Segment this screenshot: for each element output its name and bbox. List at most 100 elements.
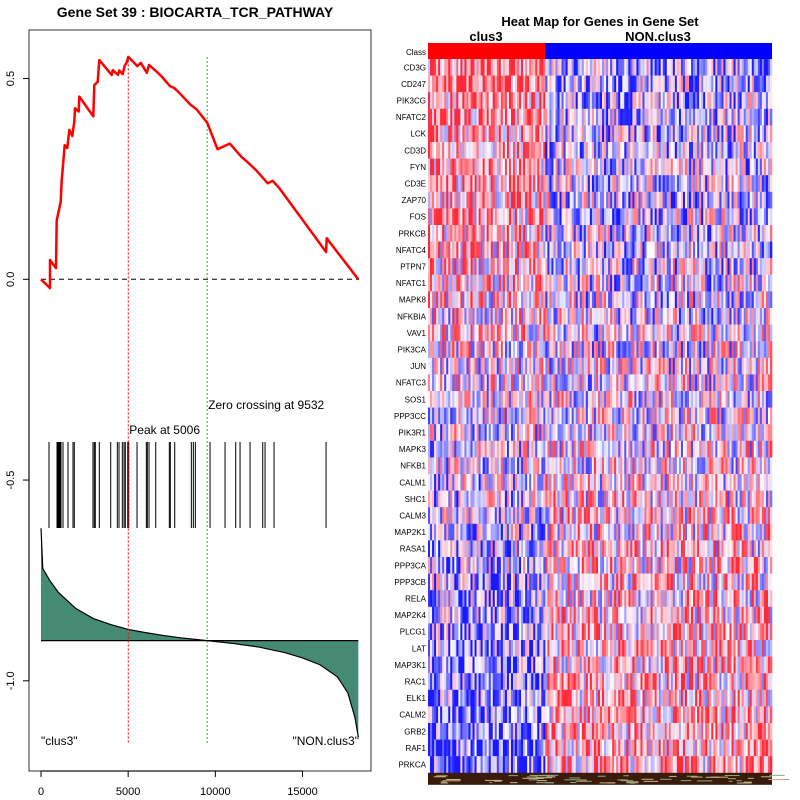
heatmap-cell — [521, 241, 524, 259]
heatmap-cell — [434, 391, 437, 408]
heatmap-cell — [525, 108, 528, 126]
heatmap-cell — [608, 142, 611, 159]
heatmap-cell — [713, 142, 716, 159]
heatmap-cell — [695, 407, 698, 425]
heatmap-cell — [741, 308, 744, 325]
heatmap-cell — [650, 208, 653, 226]
heatmap-cell — [644, 142, 647, 159]
heatmap-cell — [502, 507, 506, 524]
heatmap-cell — [604, 175, 607, 192]
heatmap-cell — [573, 92, 577, 109]
heatmap-cell — [689, 191, 692, 209]
heatmap-cell — [678, 324, 682, 342]
heatmap-cell — [474, 457, 477, 475]
y-tick-label: 0.5 — [5, 71, 17, 86]
heatmap-cell — [705, 75, 708, 93]
heatmap-cell — [508, 324, 512, 342]
heatmap-cell — [595, 274, 599, 292]
heatmap-cell — [478, 391, 481, 408]
heatmap-cell — [508, 258, 512, 275]
heatmap-cell — [632, 357, 635, 375]
heatmap-cell — [622, 274, 625, 292]
heatmap-cell — [721, 225, 724, 242]
heatmap-cell — [767, 92, 771, 109]
heatmap-cell — [587, 324, 591, 342]
heatmap-cell — [565, 424, 568, 441]
heatmap-cell — [438, 523, 441, 541]
heatmap-cell — [468, 407, 471, 425]
heatmap-cell — [687, 374, 690, 392]
heatmap-cell — [644, 125, 647, 143]
heatmap-cell — [454, 59, 457, 76]
heatmap-cell — [450, 523, 453, 541]
heatmap-cell — [533, 341, 536, 358]
heatmap-cell — [512, 274, 516, 292]
heatmap-cell — [747, 274, 751, 292]
heatmap-cell — [680, 308, 684, 325]
heatmap-cell — [757, 258, 761, 275]
heatmap-cell — [769, 291, 773, 309]
heatmap-cell — [494, 341, 498, 358]
heatmap-cell — [480, 59, 483, 76]
heatmap-cell — [498, 324, 502, 342]
heatmap-cell — [602, 208, 605, 226]
heatmap-cell — [618, 357, 621, 375]
heatmap-cell — [545, 407, 548, 425]
heatmap-cell — [684, 308, 688, 325]
heatmap-cell — [561, 191, 564, 209]
heatmap-cell — [456, 324, 459, 342]
heatmap-cell — [506, 374, 510, 392]
heatmap-cell — [658, 291, 661, 309]
heatmap-cell — [614, 92, 617, 109]
heatmap-cell — [632, 274, 635, 292]
heatmap-cell — [672, 507, 676, 524]
heatmap-cell — [684, 142, 688, 159]
heatmap-cell — [559, 258, 562, 275]
heatmap-cell — [504, 225, 508, 242]
heatmap-cell — [630, 108, 633, 126]
heatmap-cell — [658, 175, 661, 192]
heatmap-cell — [689, 274, 692, 292]
heatmap-cell — [466, 191, 469, 209]
heatmap-cell — [456, 457, 459, 475]
heatmap-cell — [531, 208, 534, 226]
heatmap-cell — [709, 324, 712, 342]
heatmap-cell — [597, 225, 601, 242]
heatmap-cell — [575, 324, 579, 342]
heatmap-cell — [502, 324, 506, 342]
heatmap-cell — [640, 75, 643, 93]
heatmap-cell — [614, 507, 617, 524]
heatmap-cell — [434, 191, 437, 209]
heatmap-cell — [652, 490, 655, 508]
heatmap-cell — [494, 291, 498, 309]
heatmap-cell — [515, 225, 518, 242]
heatmap-cell — [591, 191, 595, 209]
heatmap-cell — [557, 108, 560, 126]
heatmap-cell — [650, 59, 653, 76]
heatmap-row-label: MAPK8 — [399, 296, 427, 305]
heatmap-cell — [612, 357, 615, 375]
heatmap-cell — [555, 440, 558, 458]
heatmap-cell — [470, 75, 473, 93]
heatmap-cell — [735, 374, 738, 392]
heatmap-cell — [614, 291, 617, 309]
heatmap-cell — [589, 191, 593, 209]
heatmap-cell — [448, 125, 451, 143]
heatmap-cell — [662, 407, 666, 425]
heatmap-cell — [543, 108, 546, 126]
class-label-non-clus3: NON.clus3 — [625, 29, 691, 44]
heatmap-cell — [553, 391, 556, 408]
heatmap-cell — [535, 391, 538, 408]
heatmap-cell — [701, 391, 704, 408]
heatmap-cell — [602, 142, 605, 159]
heatmap-cell — [727, 424, 730, 441]
heatmap-cell — [440, 391, 443, 408]
heatmap-cell — [555, 108, 558, 126]
heatmap-cell — [654, 507, 657, 524]
heatmap-cell — [561, 108, 564, 126]
heatmap-cell — [450, 175, 453, 192]
heatmap-cell — [442, 142, 445, 159]
heatmap-cell — [668, 142, 672, 159]
heatmap-cell — [604, 523, 607, 541]
heatmap-cell — [446, 274, 449, 292]
